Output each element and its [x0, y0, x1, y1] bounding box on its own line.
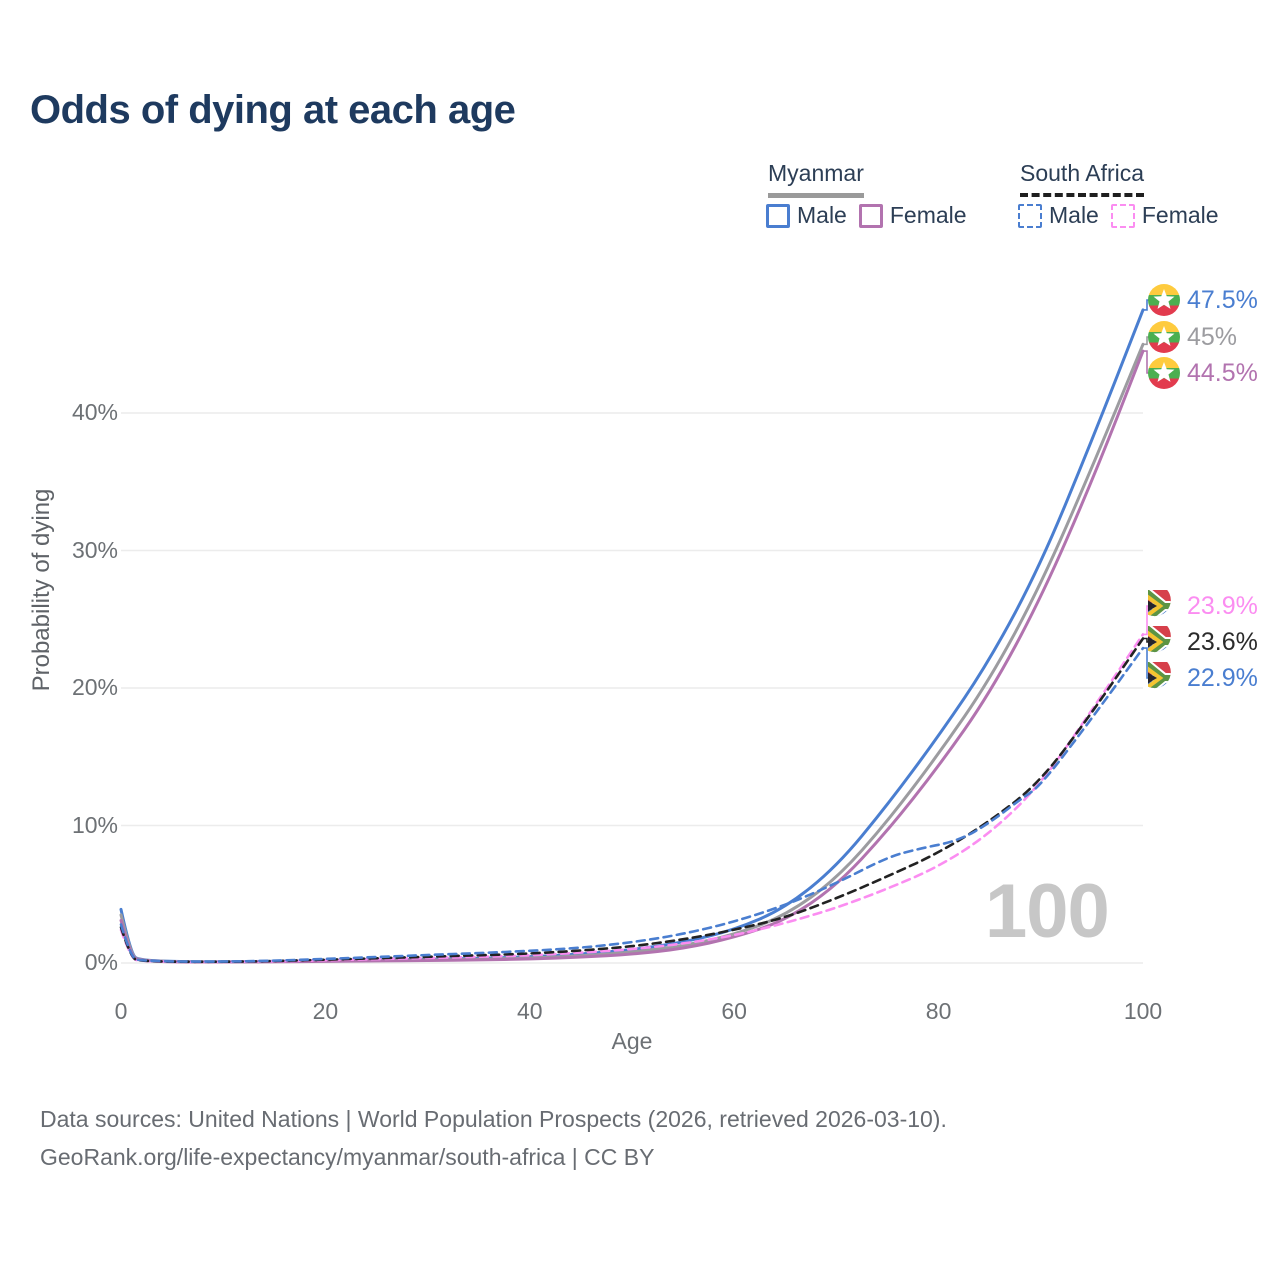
legend-items-south-africa: Male Female — [1018, 202, 1219, 229]
series-line[interactable] — [119, 308, 1145, 964]
end-label-za-female: 23.9% — [1148, 590, 1258, 622]
series-line[interactable] — [119, 633, 1145, 964]
series-line[interactable] — [119, 646, 1145, 963]
legend-item-label: Male — [1049, 202, 1099, 228]
myanmar-male-swatch-icon — [766, 203, 790, 228]
x-tick-label: 0 — [114, 998, 128, 1024]
legend-group-south-africa: South Africa — [1020, 160, 1145, 197]
south-africa-flag-icon — [1148, 626, 1180, 658]
legend-group-myanmar: Myanmar — [768, 160, 864, 198]
legend-item-south-africa-male[interactable]: Male — [1018, 202, 1099, 229]
end-label-mm-male: 47.5% — [1148, 284, 1258, 316]
south-africa-flag-icon — [1148, 590, 1180, 622]
x-tick-label: 40 — [517, 998, 543, 1024]
legend-item-myanmar-male[interactable]: Male — [766, 202, 847, 229]
series-line[interactable] — [119, 342, 1145, 964]
legend-item-myanmar-female[interactable]: Female — [858, 202, 967, 229]
legend-group-south-africa-label[interactable]: South Africa — [1020, 160, 1145, 197]
y-tick-label: 0% — [84, 949, 118, 975]
end-label-za-male: 22.9% — [1148, 662, 1258, 694]
x-tick-label: 80 — [925, 998, 952, 1024]
south-africa-flag-icon — [1148, 662, 1180, 694]
myanmar-flag-icon — [1148, 321, 1180, 353]
south-africa-female-swatch-icon — [1110, 203, 1135, 228]
end-label-za-both: 23.6% — [1148, 626, 1258, 658]
legend-item-label: Male — [797, 202, 847, 228]
page-title: Odds of dying at each age — [30, 88, 516, 132]
legend-items-myanmar: Male Female — [766, 202, 967, 229]
legend-item-south-africa-female[interactable]: Female — [1110, 202, 1219, 229]
y-tick-label: 40% — [71, 399, 118, 425]
myanmar-female-swatch-icon — [858, 203, 883, 228]
legend-group-myanmar-label[interactable]: Myanmar — [768, 160, 864, 198]
x-tick-label: 100 — [1123, 998, 1163, 1024]
x-axis-title: Age — [611, 1028, 653, 1054]
x-tick-label: 20 — [312, 998, 339, 1024]
legend-item-label: Female — [889, 202, 967, 228]
end-label-value: 45% — [1187, 322, 1238, 351]
end-label-value: 23.6% — [1187, 627, 1258, 656]
y-tick-label: 10% — [71, 811, 118, 838]
end-label-value: 23.9% — [1187, 591, 1258, 620]
attribution-link[interactable]: GeoRank.org/life-expectancy/myanmar/sout… — [40, 1144, 655, 1170]
myanmar-flag-icon — [1148, 284, 1180, 316]
x-tick-label: 60 — [721, 998, 747, 1024]
end-label-mm-female: 44.5% — [1148, 357, 1258, 389]
legend-item-label: Female — [1141, 202, 1219, 228]
south-africa-male-swatch-icon — [1018, 203, 1042, 228]
end-label-mm-both: 45% — [1148, 321, 1237, 353]
end-label-value: 47.5% — [1187, 285, 1258, 314]
hover-age-watermark: 100 — [985, 869, 1110, 954]
series-line[interactable] — [119, 637, 1145, 964]
myanmar-flag-icon — [1148, 357, 1180, 389]
end-label-value: 44.5% — [1187, 358, 1258, 387]
data-sources-text: Data sources: United Nations | World Pop… — [40, 1106, 947, 1132]
y-tick-label: 30% — [71, 536, 118, 563]
end-label-value: 22.9% — [1187, 663, 1258, 692]
y-tick-label: 20% — [71, 674, 118, 700]
